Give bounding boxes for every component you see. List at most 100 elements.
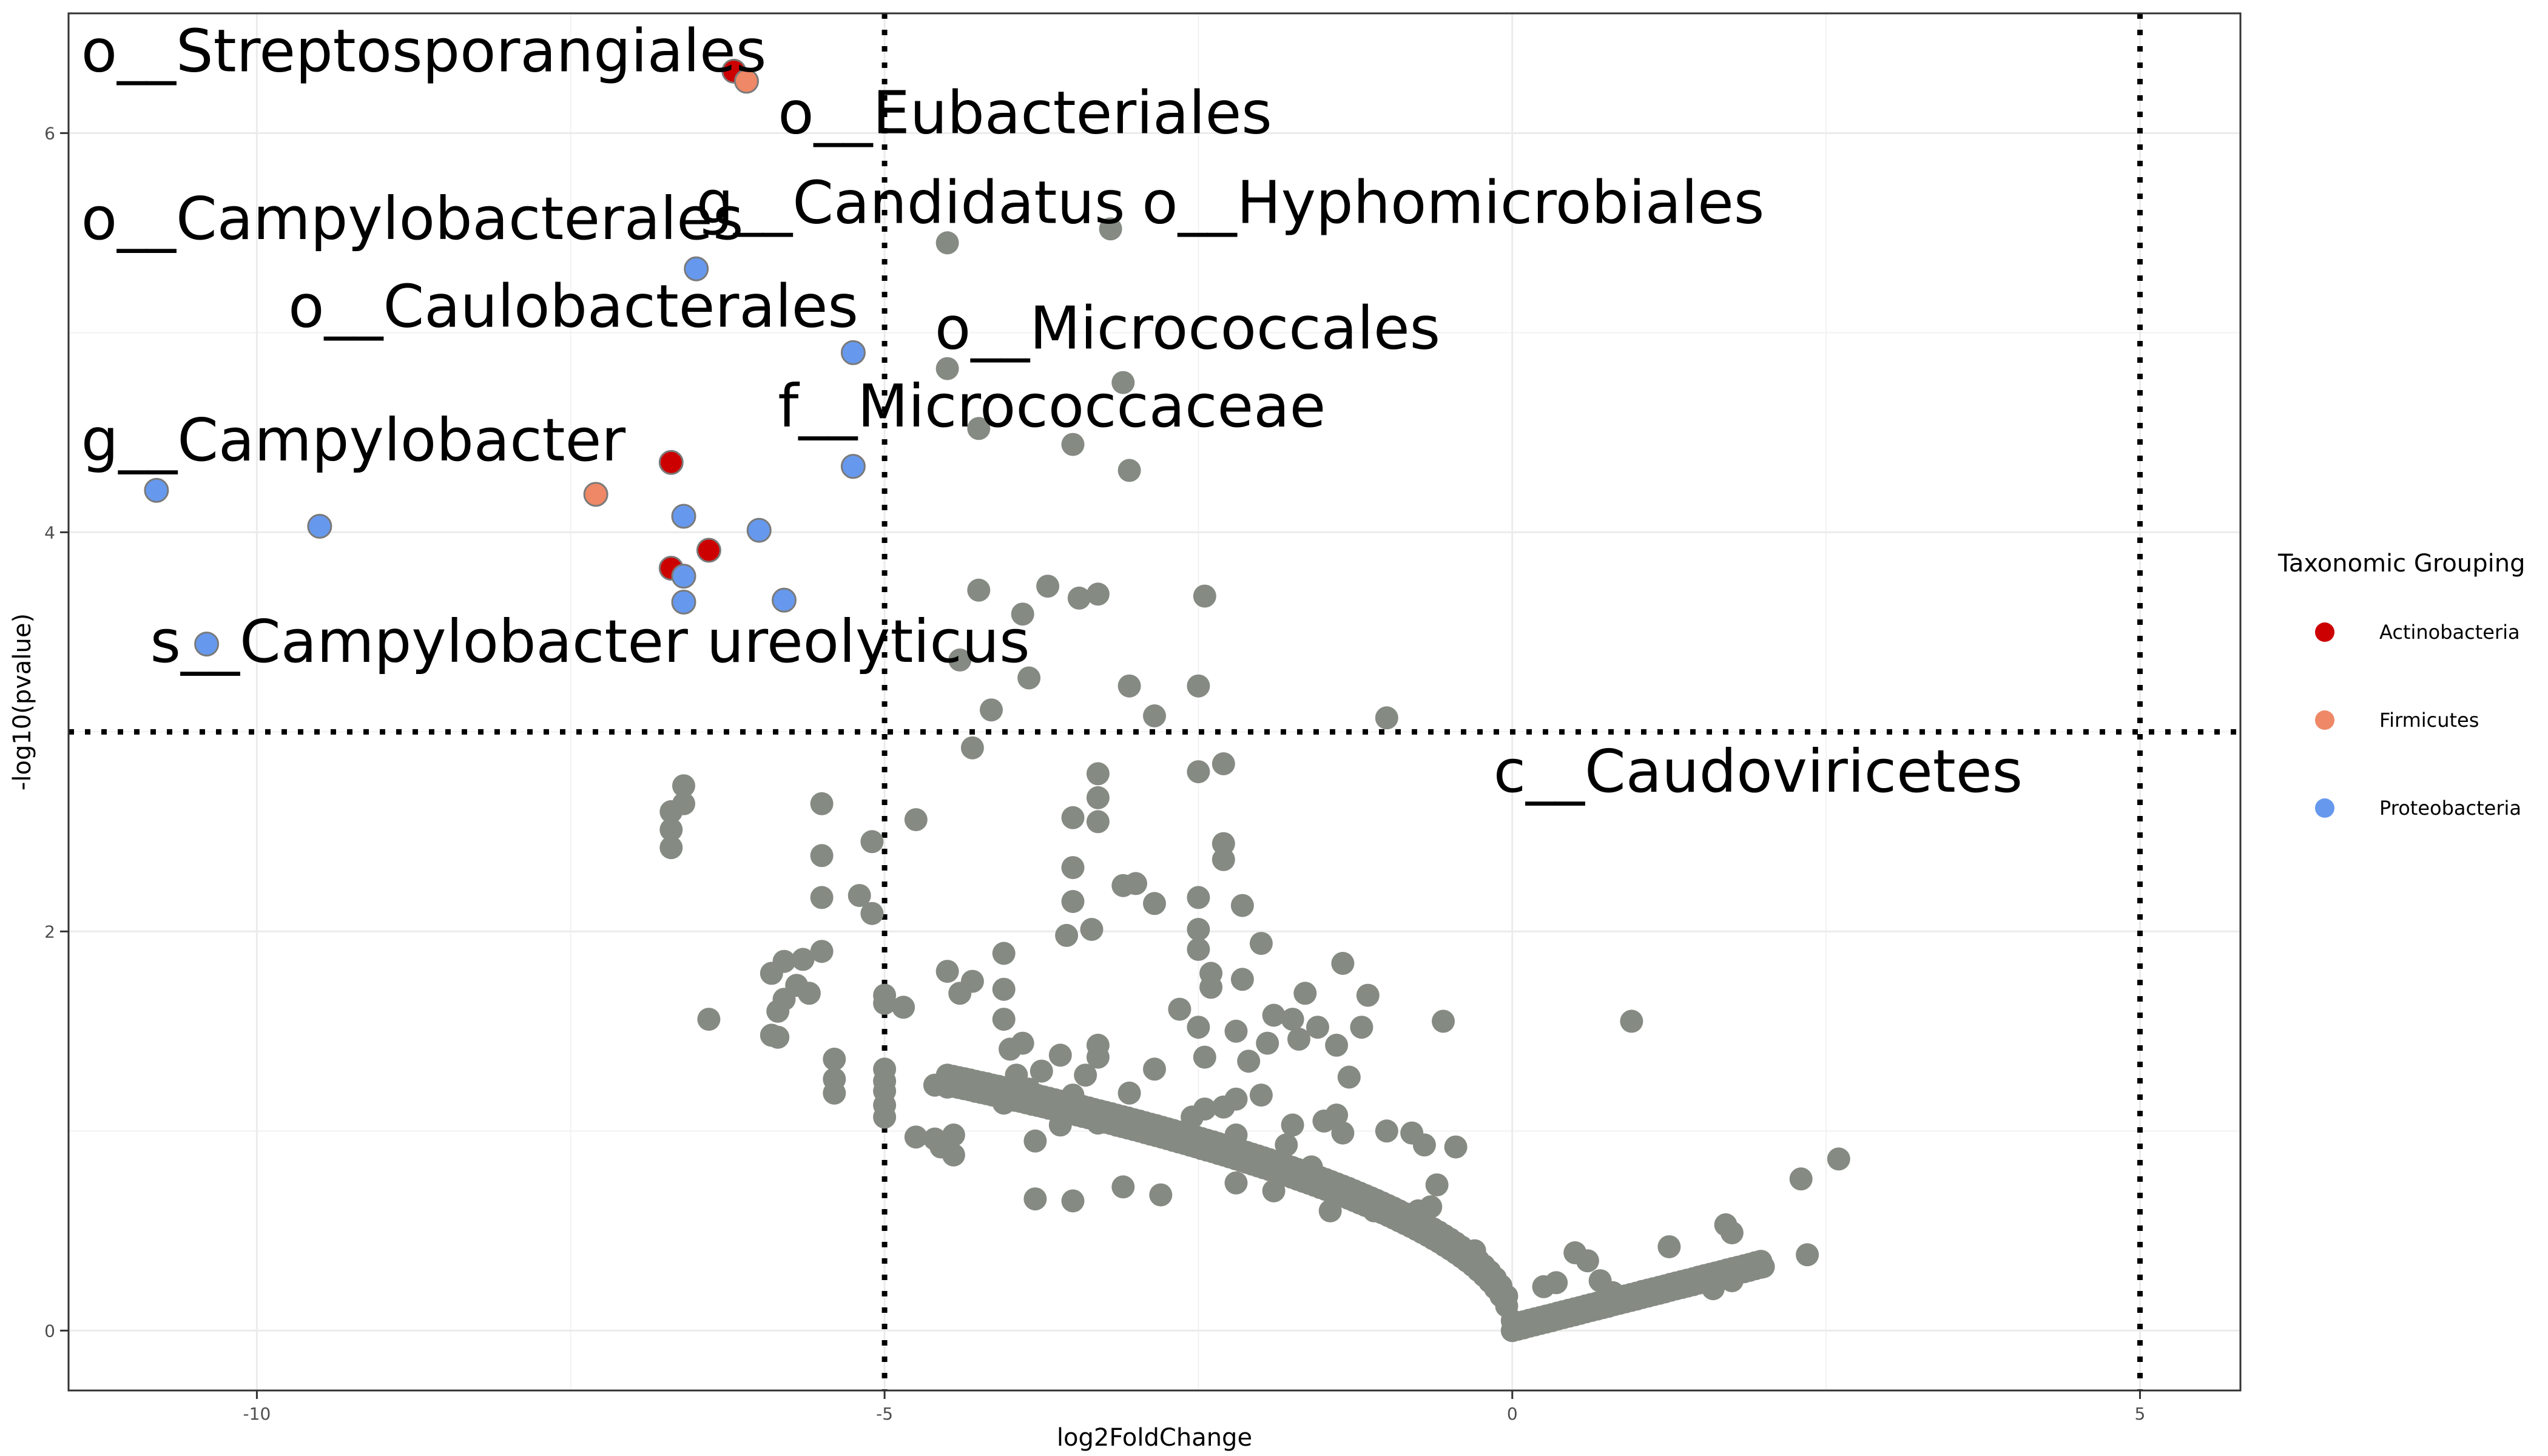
data-point-other <box>1412 1133 1436 1157</box>
data-point-other <box>967 417 991 440</box>
data-point-other <box>1495 1284 1518 1308</box>
data-point-other <box>1337 1065 1361 1089</box>
data-point-other <box>1030 1059 1053 1083</box>
data-point-other <box>848 884 871 908</box>
data-point-other <box>992 942 1016 965</box>
data-point-other <box>942 1143 965 1167</box>
data-point-other <box>1168 997 1191 1021</box>
data-point-other <box>1293 982 1317 1005</box>
data-point-other <box>1193 584 1216 608</box>
data-point-firmicutes <box>734 69 759 94</box>
data-point-other <box>1331 952 1355 975</box>
y-axis-ticks: 0 2 4 6 <box>44 123 69 1341</box>
legend-key-proteobacteria <box>2315 798 2334 818</box>
data-point-proteobacteria <box>671 590 696 615</box>
point-annotation: g__Candidatus <box>696 168 1125 237</box>
data-point-other <box>1187 937 1210 961</box>
x-tick-label: -10 <box>243 1404 271 1424</box>
data-point-other <box>672 774 695 798</box>
point-annotation: s__Campylobacter ureolyticus <box>150 607 1030 676</box>
data-point-other <box>904 808 928 832</box>
data-point-other <box>1067 586 1091 610</box>
point-annotation: o__Campylobacterales <box>81 184 744 253</box>
data-point-other <box>1425 1173 1449 1197</box>
data-point-other <box>810 844 834 868</box>
point-annotation: c__Caudoviricetes <box>1494 737 2023 806</box>
data-point-other <box>766 999 790 1023</box>
data-point-other <box>810 940 834 963</box>
data-point-other <box>1432 1009 1455 1033</box>
data-point-other <box>1237 1050 1261 1073</box>
data-point-other <box>659 818 683 841</box>
data-point-other <box>1249 932 1273 956</box>
data-points <box>144 58 1850 1343</box>
data-point-other <box>1143 704 1166 727</box>
data-point-other <box>1375 706 1398 730</box>
data-point-proteobacteria <box>840 454 866 479</box>
data-point-actinobacteria <box>696 538 721 563</box>
y-axis-title: -log10(pvalue) <box>8 613 36 790</box>
data-point-other <box>892 996 915 1019</box>
data-point-other <box>1023 1187 1047 1211</box>
data-point-other <box>1306 1016 1329 1039</box>
y-tick-label: 4 <box>44 522 55 542</box>
data-point-proteobacteria <box>307 514 332 539</box>
y-tick-label: 0 <box>44 1321 55 1341</box>
data-point-other <box>1256 1031 1279 1055</box>
data-point-other <box>1086 786 1110 809</box>
legend-label-proteobacteria: Proteobacteria <box>2379 797 2521 820</box>
data-point-other <box>1061 806 1085 829</box>
data-point-other <box>1143 892 1166 915</box>
data-point-other <box>860 830 884 854</box>
data-point-other <box>1657 1235 1681 1259</box>
data-point-other <box>873 1105 897 1129</box>
data-point-other <box>1230 968 1254 991</box>
point-annotation: o__Eubacteriales <box>778 78 1272 147</box>
data-point-other <box>659 836 683 860</box>
data-point-other <box>1111 1175 1135 1199</box>
point-annotation: o__Hyphomicrobiales <box>1142 168 1764 237</box>
data-point-other <box>1086 582 1110 606</box>
data-point-proteobacteria <box>671 504 696 529</box>
data-point-other <box>1187 886 1210 909</box>
data-point-proteobacteria <box>772 587 797 613</box>
data-point-actinobacteria <box>658 450 684 475</box>
point-annotation: g__Campylobacter <box>81 406 626 474</box>
threshold-lines <box>69 13 2240 1390</box>
data-point-other <box>935 231 959 255</box>
data-point-other <box>1023 1129 1047 1153</box>
data-point-other <box>1262 1179 1286 1202</box>
x-axis-ticks: -10 -5 0 5 <box>243 1390 2145 1424</box>
x-tick-label: -5 <box>876 1404 893 1424</box>
data-point-other <box>1249 1084 1273 1107</box>
data-point-other <box>1074 1063 1097 1087</box>
data-point-other <box>1036 575 1060 598</box>
data-point-other <box>810 886 834 909</box>
data-point-other <box>1827 1147 1850 1171</box>
point-annotation: o__Caulobacterales <box>288 272 858 341</box>
data-point-other <box>1331 1121 1355 1145</box>
data-point-other <box>1048 1043 1072 1067</box>
data-point-other <box>1262 1003 1286 1027</box>
data-point-proteobacteria <box>840 340 866 365</box>
data-point-other <box>999 1037 1022 1061</box>
data-point-proteobacteria <box>684 256 709 281</box>
data-point-other <box>1212 848 1235 871</box>
legend-title: Taxonomic Grouping <box>2277 550 2525 578</box>
data-point-proteobacteria <box>144 477 169 503</box>
data-point-other <box>1117 459 1141 482</box>
x-axis-title: log2FoldChange <box>1057 1424 1252 1452</box>
data-point-other <box>1187 918 1210 941</box>
data-point-other <box>1143 1057 1166 1081</box>
data-point-other <box>1375 1119 1398 1143</box>
data-point-proteobacteria <box>746 517 772 543</box>
data-point-other <box>1011 602 1034 626</box>
legend: Taxonomic Grouping Actinobacteria Firmicu… <box>2277 550 2525 820</box>
data-point-other <box>992 977 1016 1001</box>
data-point-other <box>672 792 695 815</box>
data-point-other <box>1086 810 1110 834</box>
data-point-other <box>873 991 897 1015</box>
data-point-other <box>823 1081 846 1105</box>
legend-key-actinobacteria <box>2315 622 2334 642</box>
data-point-other <box>1055 923 1079 947</box>
